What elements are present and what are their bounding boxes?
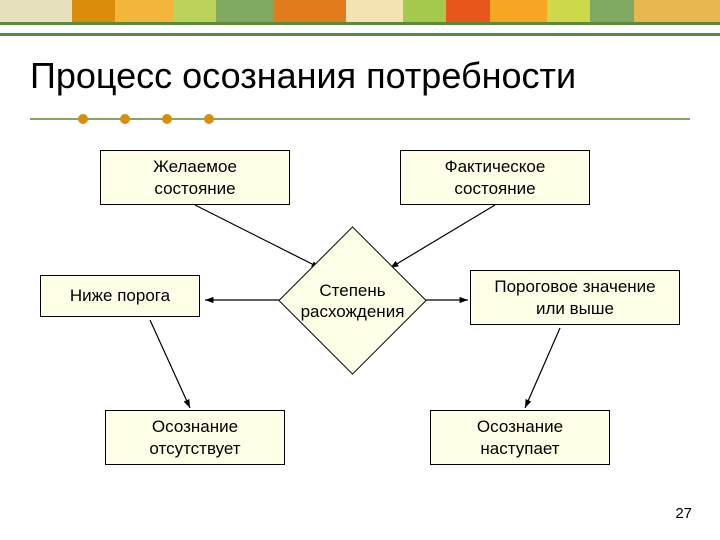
bullet-line: [30, 118, 690, 120]
node-diamond: Степеньрасхождения: [300, 248, 405, 353]
node-actual: Фактическоесостояние: [400, 150, 590, 205]
bullet-dot: [78, 114, 88, 124]
node-label: Осознаниенаступает: [477, 416, 563, 459]
node-label: Желаемоесостояние: [153, 156, 237, 199]
node-below: Ниже порога: [40, 275, 200, 317]
header-segment: [274, 0, 346, 22]
flowchart: Желаемоесостояние Фактическоесостояние Ниж…: [0, 130, 720, 510]
node-aware: Осознаниенаступает: [430, 410, 610, 465]
node-label: Ниже порога: [70, 285, 170, 306]
node-label: Фактическоесостояние: [445, 156, 546, 199]
arrow: [150, 320, 190, 408]
header-segment: [634, 0, 720, 22]
header-segment: [547, 0, 590, 22]
header-segment: [0, 0, 72, 22]
header-border: [0, 0, 720, 22]
node-label: Осознаниеотсутствует: [149, 416, 240, 459]
bullet-dot: [162, 114, 172, 124]
header-line-2: [0, 33, 720, 36]
header-segment: [115, 0, 173, 22]
header-segment: [403, 0, 446, 22]
arrow: [390, 205, 495, 268]
arrow: [525, 328, 560, 408]
header-segment: [72, 0, 115, 22]
node-label: Пороговое значениеили выше: [494, 276, 655, 319]
bullet-dot: [204, 114, 214, 124]
header-segment: [590, 0, 633, 22]
header-segment: [346, 0, 404, 22]
bullet-dot: [120, 114, 130, 124]
node-no_aware: Осознаниеотсутствует: [105, 410, 285, 465]
page-title: Процесс осознания потребности: [30, 55, 576, 97]
page-number: 27: [675, 505, 692, 522]
node-label: Степеньрасхождения: [279, 279, 426, 322]
node-desired: Желаемоесостояние: [100, 150, 290, 205]
header-segment: [173, 0, 216, 22]
header-segment: [216, 0, 274, 22]
node-threshold: Пороговое значениеили выше: [470, 270, 680, 325]
header-line-1: [0, 22, 720, 25]
header-segment: [446, 0, 489, 22]
header-segment: [490, 0, 548, 22]
